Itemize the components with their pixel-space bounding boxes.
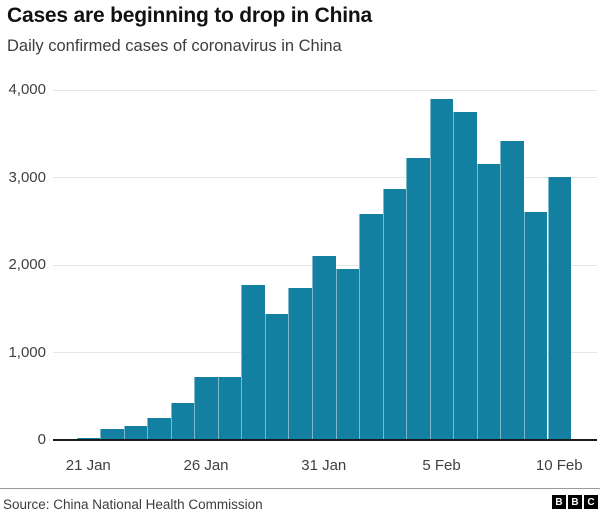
y-tick-label: 3,000	[8, 168, 46, 186]
chart-subtitle: Daily confirmed cases of coronavirus in …	[7, 37, 342, 55]
chart-title: Cases are beginning to drop in China	[7, 4, 373, 27]
source-text: Source: China National Health Commission	[3, 497, 263, 512]
bbc-logo-letter: B	[552, 495, 566, 509]
x-tick-label: 31 Jan	[301, 457, 347, 474]
bar	[123, 426, 148, 440]
bar	[312, 256, 336, 440]
bar	[100, 429, 124, 440]
bar	[194, 377, 218, 440]
bar	[382, 188, 407, 440]
footer-divider	[0, 488, 600, 489]
bar	[359, 213, 383, 440]
bar	[500, 141, 524, 440]
x-tick-label: 21 Jan	[65, 457, 111, 474]
bar	[264, 314, 289, 440]
y-tick-label: 1,000	[8, 343, 46, 361]
bar	[335, 268, 360, 440]
bar	[476, 164, 501, 440]
bar	[288, 288, 312, 440]
y-tick-label: 2,000	[8, 256, 46, 273]
gridline	[53, 177, 597, 178]
x-tick-label: 10 Feb	[535, 457, 583, 474]
x-tick-label: 26 Jan	[183, 457, 229, 474]
bar	[170, 402, 195, 440]
bar	[217, 377, 242, 440]
y-tick-label: 4,000	[8, 81, 46, 98]
bar	[76, 437, 101, 440]
bar	[429, 98, 454, 440]
bar	[523, 212, 548, 440]
bar	[241, 285, 265, 440]
bbc-logo-letter: C	[584, 495, 598, 509]
bbc-logo-letter: B	[568, 495, 582, 509]
x-tick-label: 5 Feb	[422, 457, 461, 474]
bar	[547, 177, 572, 440]
x-axis-line	[53, 439, 597, 441]
gridline	[53, 89, 597, 91]
bar	[406, 158, 430, 440]
y-tick-label: 0	[37, 431, 46, 448]
bar	[147, 418, 171, 440]
bar	[453, 111, 477, 440]
